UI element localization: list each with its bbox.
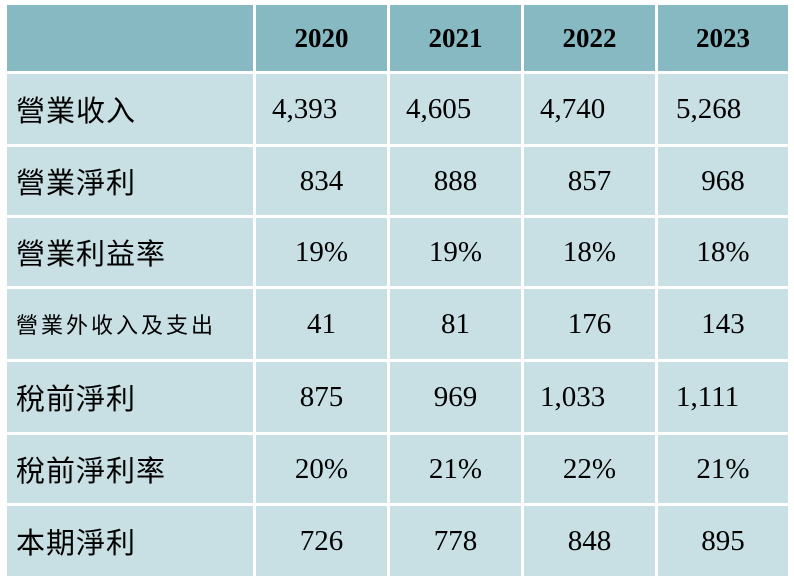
row-label-operating-revenue: 營業收入 [7,74,253,144]
table-cell: 857 [524,147,655,215]
table-cell: 726 [256,506,387,576]
table-cell: 875 [256,362,387,432]
table-cell: 41 [256,289,387,359]
table-cell: 969 [390,362,521,432]
row-label-pretax-income: 稅前淨利 [7,362,253,432]
table-cell: 834 [256,147,387,215]
header-corner-cell [7,5,253,71]
header-year-2022: 2022 [524,5,655,71]
header-year-2023: 2023 [658,5,788,71]
row-label-net-income: 本期淨利 [7,506,253,576]
table-cell: 81 [390,289,521,359]
table-cell: 19% [390,218,521,286]
table-cell: 20% [256,435,387,503]
table-cell: 4,393 [256,74,387,144]
row-label-operating-margin: 營業利益率 [7,218,253,286]
table-cell: 5,268 [658,74,788,144]
table-cell: 143 [658,289,788,359]
table-cell: 1,033 [524,362,655,432]
table-cell: 888 [390,147,521,215]
table-cell: 4,740 [524,74,655,144]
table-cell: 18% [658,218,788,286]
financial-table: 2020 2021 2022 2023 營業收入 4,393 4,605 4,7… [7,5,794,576]
table-cell: 22% [524,435,655,503]
header-year-2020: 2020 [256,5,387,71]
header-year-2021: 2021 [390,5,521,71]
row-label-non-operating-items: 營業外收入及支出 [7,289,253,359]
table-cell: 848 [524,506,655,576]
row-label-operating-income: 營業淨利 [7,147,253,215]
table-cell: 21% [390,435,521,503]
table-cell: 18% [524,218,655,286]
table-cell: 4,605 [390,74,521,144]
table-cell: 176 [524,289,655,359]
table-cell: 778 [390,506,521,576]
table-cell: 19% [256,218,387,286]
row-label-pretax-margin: 稅前淨利率 [7,435,253,503]
table-cell: 895 [658,506,788,576]
table-cell: 968 [658,147,788,215]
table-cell: 1,111 [658,362,788,432]
table-cell: 21% [658,435,788,503]
